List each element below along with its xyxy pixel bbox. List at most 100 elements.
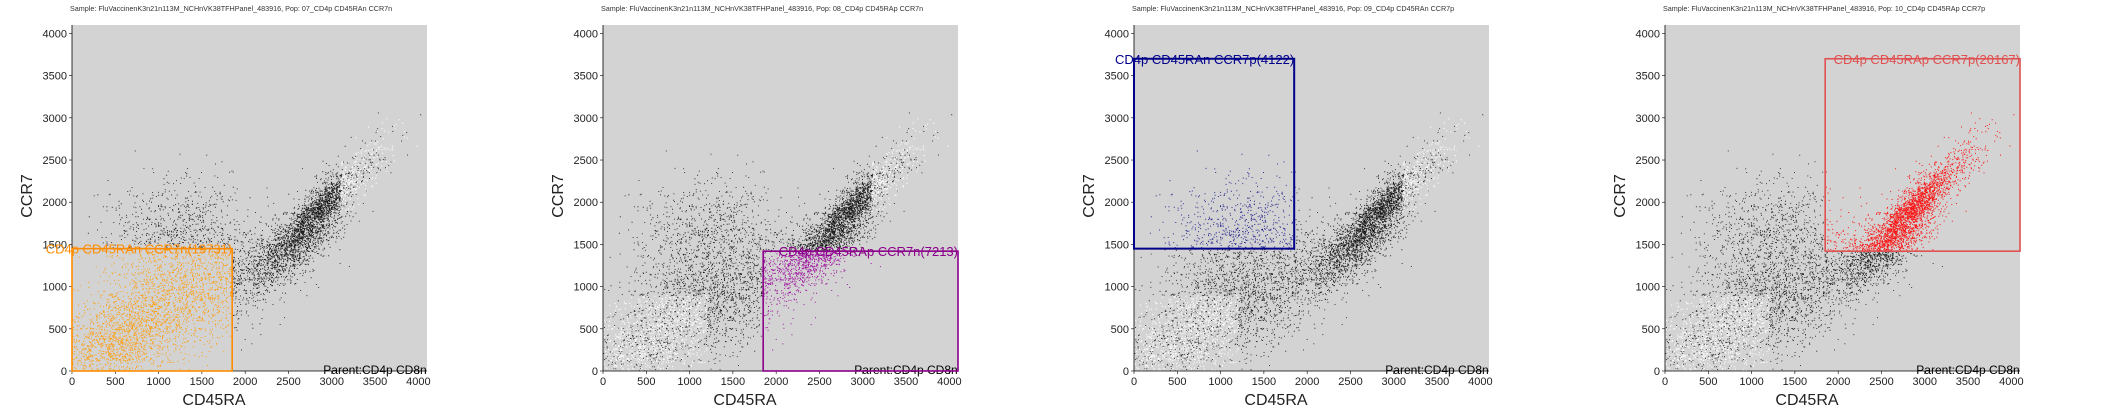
gate-label: CD4p CD45RAp CCR7p(20167)	[1834, 52, 2020, 67]
x-axis-label: CD45RA	[1244, 392, 1307, 409]
y-tick-label: 2500	[1636, 155, 1660, 167]
y-tick-label: 1000	[43, 282, 67, 294]
y-tick-label: 500	[1642, 324, 1660, 336]
y-tick-label: 2500	[574, 155, 598, 167]
y-tick-label: 3000	[43, 113, 67, 125]
y-tick-label: 500	[1111, 324, 1129, 336]
gate-label: CD4p CD45RAn CCR7p(4122)	[1115, 52, 1294, 67]
x-tick-label: 3000	[1913, 376, 1937, 388]
y-tick-label: 2500	[1105, 155, 1129, 167]
x-tick-label: 2500	[1338, 376, 1362, 388]
x-tick-label: 2000	[1295, 376, 1319, 388]
x-tick-label: 4000	[937, 376, 961, 388]
chart-title: Sample: FluVaccinenK3n21n113M_NCHnVK38TF…	[1663, 4, 1985, 13]
y-tick-label: 3500	[574, 71, 598, 83]
x-tick-label: 4000	[1468, 376, 1492, 388]
x-tick-label: 3000	[1382, 376, 1406, 388]
event-dots	[1665, 112, 2015, 371]
x-tick-label: 4000	[406, 376, 430, 388]
gate-label: CD4p CD45RAn CCR7n(19731)	[46, 242, 232, 257]
y-tick-label: 0	[1123, 366, 1129, 378]
y-axis-label: CCR7	[1081, 174, 1098, 218]
y-tick-label: 1500	[574, 239, 598, 251]
parent-label: Parent:CD4p CD8n	[1916, 363, 2019, 377]
plot-background	[1665, 25, 2020, 371]
y-tick-label: 3500	[1105, 71, 1129, 83]
x-tick-label: 2500	[276, 376, 300, 388]
x-tick-label: 1500	[721, 376, 745, 388]
y-tick-label: 1000	[1105, 282, 1129, 294]
y-tick-label: 2000	[43, 197, 67, 209]
plot-background	[72, 25, 427, 371]
y-tick-label: 1000	[1636, 282, 1660, 294]
y-tick-label: 3000	[574, 113, 598, 125]
x-tick-label: 500	[1699, 376, 1717, 388]
chart-title: Sample: FluVaccinenK3n21n113M_NCHnVK38TF…	[70, 4, 392, 13]
y-tick-label: 2500	[43, 155, 67, 167]
gate-label: CD4p CD45RAp CCR7n(7213)	[779, 244, 958, 259]
y-tick-label: 0	[1654, 366, 1660, 378]
y-axis-label: CCR7	[1612, 174, 1629, 218]
x-axis-label: CD45RA	[713, 392, 776, 409]
event-dots	[1134, 112, 1484, 371]
gate-rectangle	[762, 250, 959, 372]
y-tick-label: 4000	[574, 28, 598, 40]
y-tick-label: 0	[592, 366, 598, 378]
x-tick-label: 3500	[1425, 376, 1449, 388]
gate-rectangle	[71, 247, 233, 372]
x-tick-label: 3000	[851, 376, 875, 388]
parent-label: Parent:CD4p CD8n	[854, 363, 957, 377]
x-axis-label: CD45RA	[1775, 392, 1838, 409]
y-tick-label: 3500	[1636, 71, 1660, 83]
x-tick-label: 3500	[363, 376, 387, 388]
y-tick-label: 0	[61, 366, 67, 378]
chart-title: Sample: FluVaccinenK3n21n113M_NCHnVK38TF…	[601, 4, 923, 13]
x-tick-label: 1500	[1783, 376, 1807, 388]
scatter-panel-2: Sample: FluVaccinenK3n21n113M_NCHnVK38TF…	[550, 4, 962, 409]
x-tick-label: 3500	[1956, 376, 1980, 388]
parent-label: Parent:CD4p CD8n	[323, 363, 426, 377]
x-tick-label: 4000	[1999, 376, 2023, 388]
x-tick-label: 2000	[233, 376, 257, 388]
x-tick-label: 0	[1131, 376, 1137, 388]
scatter-panel-3: Sample: FluVaccinenK3n21n113M_NCHnVK38TF…	[1081, 4, 1493, 409]
y-tick-label: 3000	[1105, 113, 1129, 125]
y-axis-label: CCR7	[19, 174, 36, 218]
x-tick-label: 2500	[1869, 376, 1893, 388]
x-tick-label: 500	[106, 376, 124, 388]
x-tick-label: 3000	[320, 376, 344, 388]
y-tick-label: 2000	[574, 197, 598, 209]
y-tick-label: 1500	[1105, 239, 1129, 251]
y-tick-label: 4000	[1636, 28, 1660, 40]
gate-rectangle	[1824, 57, 2021, 252]
y-tick-label: 500	[49, 324, 67, 336]
parent-label: Parent:CD4p CD8n	[1385, 363, 1488, 377]
x-tick-label: 1000	[677, 376, 701, 388]
x-tick-label: 0	[600, 376, 606, 388]
plot-background	[603, 25, 958, 371]
plot-background	[1134, 25, 1489, 371]
scatter-panel-4: Sample: FluVaccinenK3n21n113M_NCHnVK38TF…	[1612, 4, 2024, 409]
y-tick-label: 4000	[43, 28, 67, 40]
x-tick-label: 1000	[1208, 376, 1232, 388]
scatter-panel-1: Sample: FluVaccinenK3n21n113M_NCHnVK38TF…	[19, 4, 431, 409]
y-tick-label: 2000	[1636, 197, 1660, 209]
event-dots	[603, 112, 953, 371]
x-tick-label: 2000	[764, 376, 788, 388]
y-tick-label: 1500	[1636, 239, 1660, 251]
x-tick-label: 1000	[146, 376, 170, 388]
y-tick-label: 4000	[1105, 28, 1129, 40]
x-tick-label: 3500	[894, 376, 918, 388]
x-tick-label: 500	[637, 376, 655, 388]
x-axis-label: CD45RA	[182, 392, 245, 409]
x-tick-label: 1500	[1252, 376, 1276, 388]
y-tick-label: 2000	[1105, 197, 1129, 209]
y-tick-label: 500	[580, 324, 598, 336]
y-tick-label: 3000	[1636, 113, 1660, 125]
gate-rectangle	[1133, 57, 1296, 250]
y-tick-label: 1500	[43, 239, 67, 251]
y-tick-label: 3500	[43, 71, 67, 83]
x-tick-label: 1500	[190, 376, 214, 388]
x-tick-label: 0	[69, 376, 75, 388]
